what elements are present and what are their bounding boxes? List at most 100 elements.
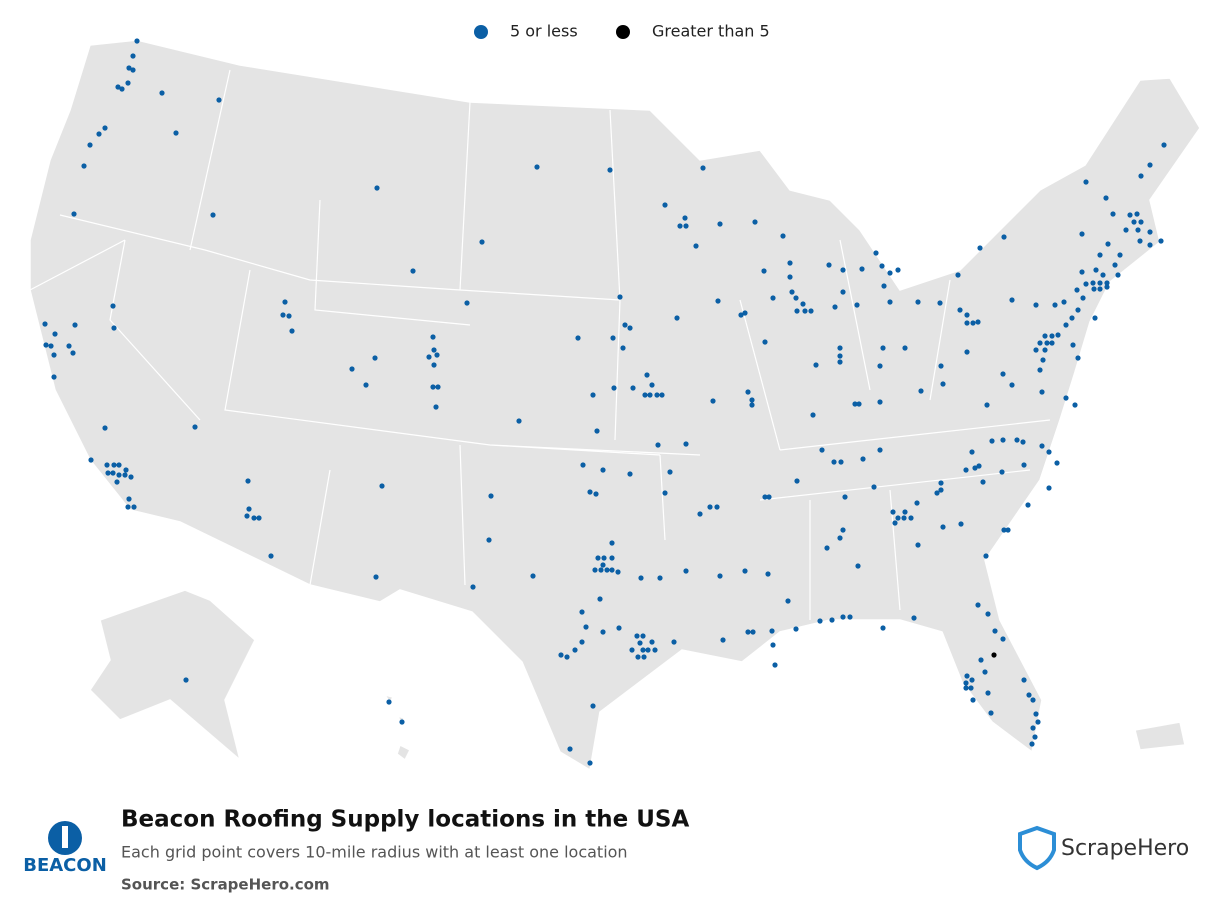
location-dot xyxy=(72,322,78,328)
location-dot xyxy=(126,65,132,71)
location-dot xyxy=(1039,443,1045,449)
location-dot xyxy=(902,509,908,515)
location-dot xyxy=(934,490,940,496)
location-dot xyxy=(579,609,585,615)
location-dot xyxy=(762,494,768,500)
location-dot xyxy=(938,363,944,369)
location-dot xyxy=(1035,719,1041,725)
location-dot xyxy=(1131,219,1137,225)
location-dot xyxy=(915,542,921,548)
location-dot xyxy=(770,642,776,648)
location-dot xyxy=(635,654,641,660)
location-dot xyxy=(1147,162,1153,168)
location-dot xyxy=(999,469,1005,475)
location-dot xyxy=(749,402,755,408)
location-dot xyxy=(659,392,665,398)
location-dot xyxy=(600,467,606,473)
location-dot xyxy=(587,760,593,766)
location-dot xyxy=(970,320,976,326)
location-dot xyxy=(104,462,110,468)
location-dot xyxy=(852,401,858,407)
location-dot xyxy=(710,398,716,404)
location-dot xyxy=(837,345,843,351)
location-dot xyxy=(970,697,976,703)
location-dot xyxy=(964,673,970,679)
location-dot xyxy=(592,567,598,573)
location-dot xyxy=(464,300,470,306)
location-dot xyxy=(1147,229,1153,235)
location-dot xyxy=(940,381,946,387)
location-dot xyxy=(123,467,129,473)
location-dot-large xyxy=(991,652,997,658)
location-dot xyxy=(88,457,94,463)
location-dot xyxy=(268,553,274,559)
location-dot xyxy=(66,343,72,349)
location-dot xyxy=(116,462,122,468)
location-dot xyxy=(488,493,494,499)
location-dot xyxy=(638,575,644,581)
location-dot xyxy=(982,669,988,675)
legend-swatch xyxy=(474,25,488,39)
location-dot xyxy=(1072,402,1078,408)
location-dot xyxy=(697,511,703,517)
location-dot xyxy=(745,629,751,635)
location-dot xyxy=(583,624,589,630)
location-dot xyxy=(1055,332,1061,338)
location-dot xyxy=(938,487,944,493)
location-dot xyxy=(652,647,658,653)
location-dot xyxy=(434,352,440,358)
location-dot xyxy=(980,479,986,485)
location-dot xyxy=(785,598,791,604)
location-dot xyxy=(372,355,378,361)
location-dot xyxy=(81,163,87,169)
location-dot xyxy=(286,313,292,319)
location-dot xyxy=(210,212,216,218)
subtitle: Each grid point covers 10-mile radius wi… xyxy=(121,843,628,862)
location-dot xyxy=(984,402,990,408)
location-dot xyxy=(1079,269,1085,275)
location-dot xyxy=(1135,227,1141,233)
location-dot xyxy=(116,472,122,478)
location-dot xyxy=(125,504,131,510)
location-dot xyxy=(1100,272,1106,278)
location-dot xyxy=(534,164,540,170)
location-dot xyxy=(772,662,778,668)
location-dot xyxy=(794,308,800,314)
location-dot xyxy=(824,545,830,551)
location-dot xyxy=(1103,195,1109,201)
location-dot xyxy=(52,331,58,337)
location-dot xyxy=(892,520,898,526)
location-dot xyxy=(1090,280,1096,286)
location-dot xyxy=(615,569,621,575)
location-dot xyxy=(667,469,673,475)
location-dot xyxy=(938,480,944,486)
location-dot xyxy=(674,315,680,321)
location-dot xyxy=(1075,355,1081,361)
location-dot xyxy=(826,262,832,268)
location-dot xyxy=(590,703,596,709)
location-dot xyxy=(1037,367,1043,373)
location-dot xyxy=(122,472,128,478)
location-dot xyxy=(609,555,615,561)
location-dot xyxy=(1112,262,1118,268)
location-dot xyxy=(431,347,437,353)
location-dot xyxy=(895,267,901,273)
location-dot xyxy=(611,385,617,391)
beacon-logo: BEACON xyxy=(23,821,107,876)
location-dot xyxy=(430,384,436,390)
location-dot xyxy=(700,165,706,171)
location-dot xyxy=(245,478,251,484)
location-dot xyxy=(374,185,380,191)
location-dot xyxy=(1025,502,1031,508)
location-dot xyxy=(972,465,978,471)
location-dot xyxy=(915,299,921,305)
location-dot xyxy=(1014,437,1020,443)
location-dot xyxy=(1030,697,1036,703)
location-dot xyxy=(837,353,843,359)
location-dot xyxy=(51,374,57,380)
location-dot xyxy=(71,211,77,217)
location-dot xyxy=(957,307,963,313)
location-dot xyxy=(1063,395,1069,401)
location-dot xyxy=(677,223,683,229)
